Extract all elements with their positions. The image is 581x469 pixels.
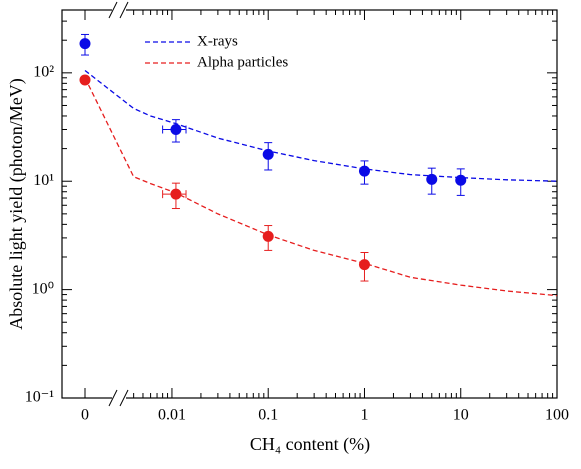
axis-break <box>108 389 118 407</box>
fit-line <box>84 69 558 182</box>
point <box>79 74 91 86</box>
x-tick-label: 100 <box>545 407 569 424</box>
x-axis-label: CH₄ content (%) <box>250 434 370 455</box>
point <box>455 174 467 186</box>
y-tick-label: 10⁻¹ <box>25 389 54 406</box>
legend-label: Alpha particles <box>197 54 288 70</box>
x-tick-label: 0.1 <box>258 407 278 424</box>
point <box>262 230 274 242</box>
point <box>358 259 370 271</box>
fit-line <box>84 77 558 297</box>
axis-break <box>108 1 118 19</box>
point <box>170 188 182 200</box>
axis-break-gap <box>112 5 126 15</box>
x-tick-label: 0 <box>81 407 89 424</box>
axis-break <box>119 389 129 407</box>
point <box>170 124 182 136</box>
x-tick-label: 1 <box>360 407 368 424</box>
legend-label: X-rays <box>197 33 238 49</box>
y-tick-label: 10² <box>33 64 54 81</box>
y-axis-label: Absolute light yield (photon/MeV) <box>6 78 27 329</box>
y-tick-label: 10¹ <box>33 172 54 189</box>
axis-break-gap <box>112 393 126 403</box>
x-tick-label: 10 <box>453 407 469 424</box>
point <box>79 38 91 50</box>
x-tick-label: 0.01 <box>158 407 186 424</box>
axis-break <box>119 1 129 19</box>
point <box>426 173 438 185</box>
plot-frame <box>61 9 558 399</box>
point <box>262 148 274 160</box>
point <box>358 165 370 177</box>
y-tick-label: 10⁰ <box>32 280 54 297</box>
